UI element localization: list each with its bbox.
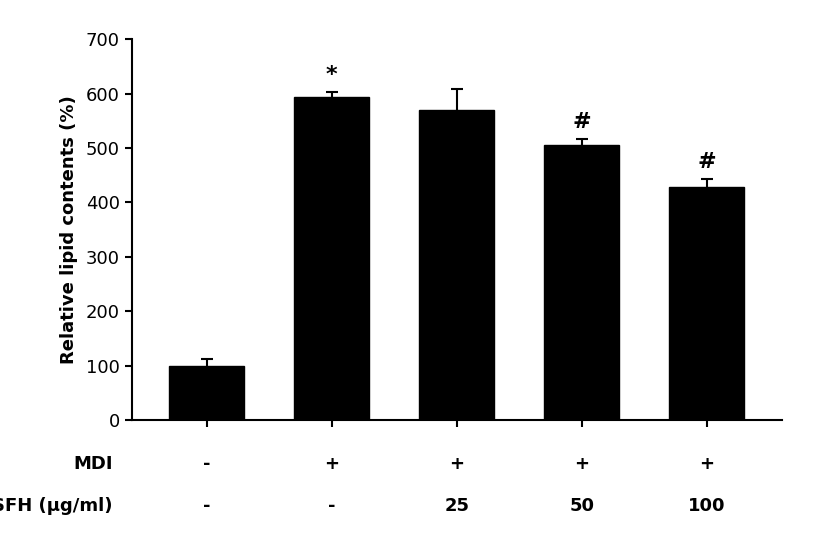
Text: MDI: MDI: [73, 455, 113, 473]
Text: 100: 100: [688, 497, 726, 515]
Bar: [294, 97, 370, 420]
Text: +: +: [324, 455, 339, 473]
Text: -: -: [203, 497, 211, 515]
Text: +: +: [574, 455, 589, 473]
Text: *: *: [326, 66, 337, 86]
Y-axis label: Relative lipid contents (%): Relative lipid contents (%): [59, 95, 77, 364]
Text: +: +: [449, 455, 464, 473]
Bar: [170, 366, 244, 420]
Text: 25: 25: [444, 497, 469, 515]
Text: SFH (μg/ml): SFH (μg/ml): [0, 497, 113, 515]
Text: +: +: [700, 455, 714, 473]
Text: #: #: [698, 152, 716, 172]
Bar: [419, 110, 495, 420]
Text: -: -: [328, 497, 336, 515]
Text: -: -: [203, 455, 211, 473]
Bar: [669, 187, 744, 420]
Text: 50: 50: [570, 497, 594, 515]
Bar: [544, 145, 619, 420]
Text: #: #: [573, 112, 591, 132]
